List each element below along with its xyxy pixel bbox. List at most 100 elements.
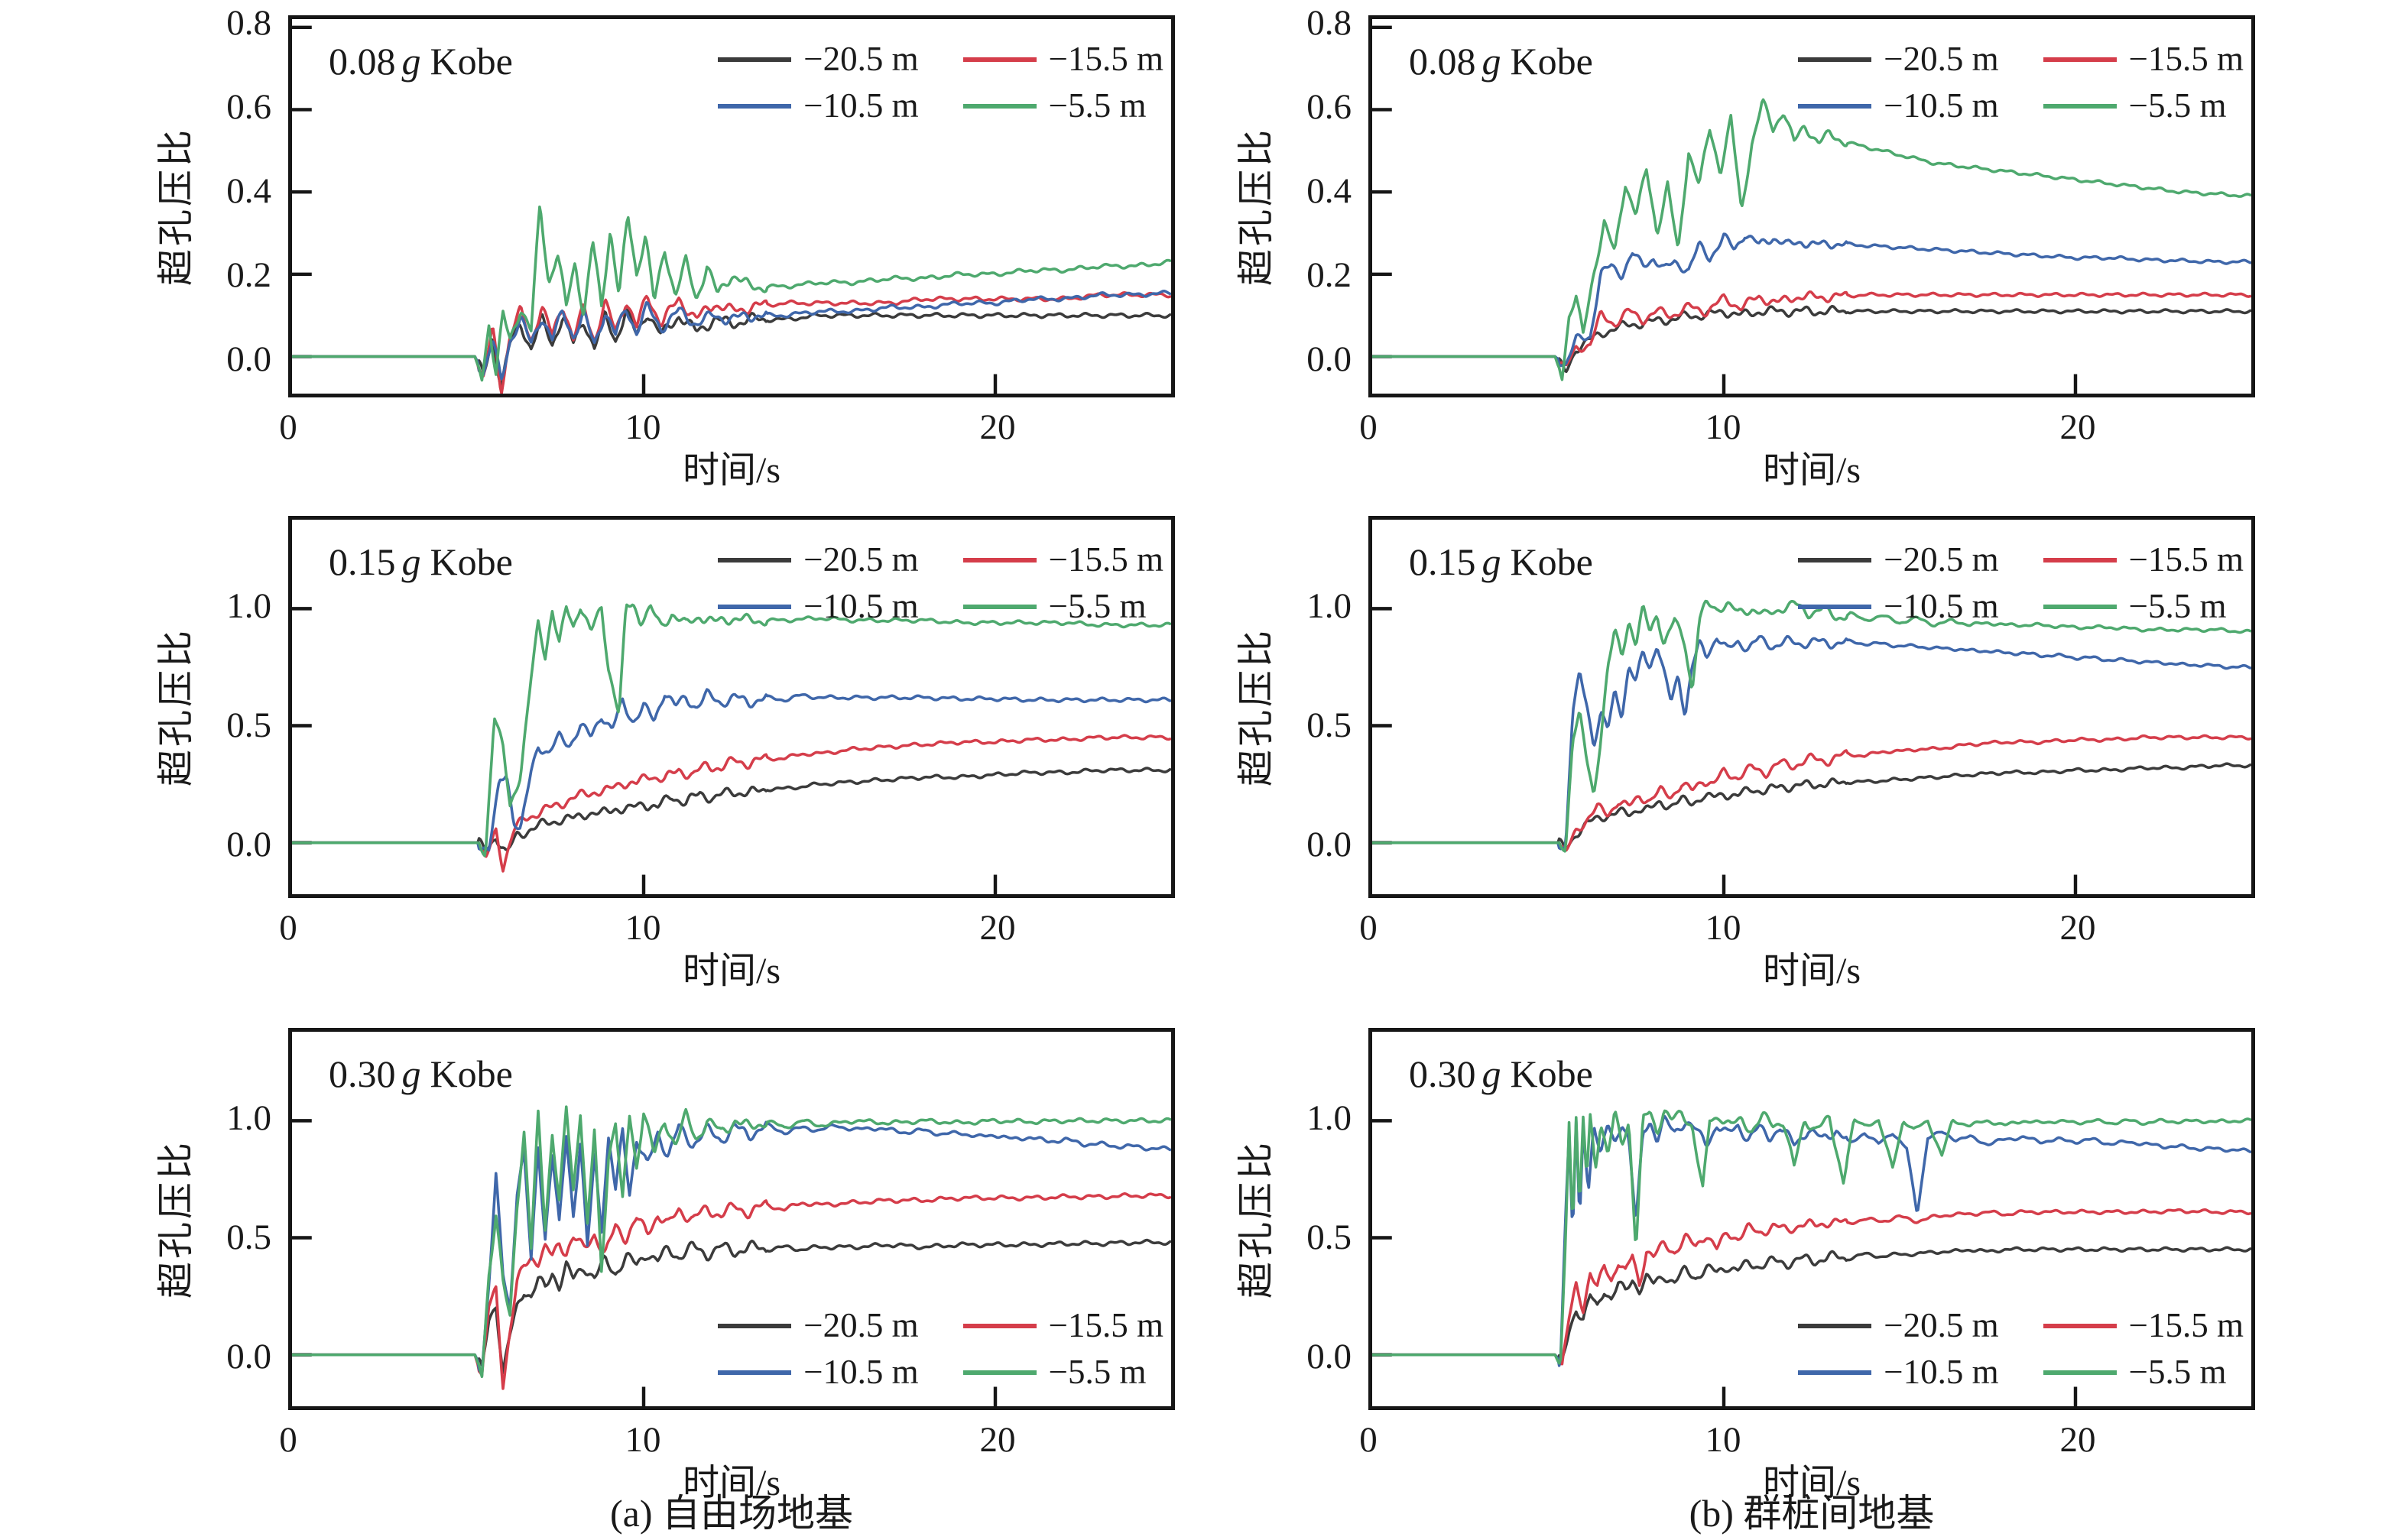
series-curve-−5.5m — [1372, 599, 2251, 853]
title-wave: Kobe — [1510, 40, 1593, 83]
legend-line-icon — [2043, 57, 2117, 62]
legend: −20.5 m −15.5 m −10.5 m −5.5 m — [718, 543, 1163, 624]
chart-curves — [1372, 1109, 2251, 1406]
panel-title: 0.30 g Kobe — [1409, 1052, 1593, 1096]
plot-area: 0.08 g Kobe −20.5 m −15.5 m −10.5 m −5.5 m — [288, 15, 1175, 397]
x-tick-label: 10 — [625, 407, 661, 447]
plot-area: 0.15 g Kobe −20.5 m −15.5 m −10.5 m −5.5 m — [288, 516, 1175, 898]
legend-line-icon — [962, 1323, 1037, 1328]
legend-item: −10.5 m — [718, 89, 919, 123]
legend-line-icon — [1798, 1370, 1872, 1375]
series-curve-−5.5m — [1372, 1109, 2251, 1365]
legend-item: −15.5 m — [2043, 1308, 2244, 1343]
title-accel: 0.15 — [1409, 540, 1476, 583]
y-axis-label: 超孔压比 — [156, 1139, 196, 1299]
y-tick-label: 0.5 — [1306, 705, 1352, 745]
title-accel: 0.15 — [329, 540, 396, 583]
legend-line-icon — [1798, 604, 1872, 609]
legend-line-icon — [2043, 604, 2117, 609]
legend-line-icon — [718, 57, 792, 62]
y-tick-label: 0.5 — [1306, 1217, 1352, 1257]
y-tick-label: 0.0 — [226, 1337, 271, 1377]
legend-item: −5.5 m — [962, 89, 1163, 123]
chart-curves — [1372, 599, 2251, 894]
legend-item: −15.5 m — [962, 1306, 1163, 1344]
legend-item: −15.5 m — [2043, 543, 2244, 577]
series-curve-−5.5m — [1372, 98, 2251, 381]
y-tick-label: 0.5 — [226, 1217, 271, 1257]
series-curve-−5.5m — [292, 205, 1171, 382]
panel-015g-free-field: 超孔压比 0.15 g Kobe −20.5 m −15.5 m −10.5 m −5.5… — [156, 516, 1175, 990]
x-tick-label: 20 — [2059, 407, 2096, 447]
title-g: g — [401, 540, 421, 583]
series-curve-−15.5m — [292, 291, 1171, 394]
title-g: g — [401, 40, 421, 83]
legend-line-icon — [1798, 57, 1872, 62]
title-wave: Kobe — [1510, 540, 1593, 583]
legend-label: −15.5 m — [2128, 40, 2244, 78]
y-tick-label: 0.2 — [226, 255, 271, 295]
legend-label: −15.5 m — [1048, 1306, 1163, 1344]
legend-label: −10.5 m — [1884, 1353, 1999, 1391]
legend-item: −20.5 m — [718, 1306, 919, 1344]
legend-item: −20.5 m — [718, 540, 919, 579]
legend-line-icon — [718, 103, 792, 109]
x-tick-label: 20 — [979, 1420, 1016, 1460]
series-curve-−10.5m — [1372, 232, 2251, 368]
y-axis-label: 超孔压比 — [1236, 627, 1277, 787]
title-accel: 0.30 — [1409, 1052, 1476, 1095]
y-tick-label: 1.0 — [226, 585, 271, 626]
y-tick-label: 0.0 — [226, 825, 271, 865]
legend-label: −10.5 m — [1884, 587, 1999, 625]
legend-item: −5.5 m — [962, 587, 1163, 625]
y-tick-label: 0.0 — [1306, 339, 1352, 379]
panel-title: 0.30 g Kobe — [329, 1052, 513, 1096]
legend-item: −5.5 m — [2043, 89, 2244, 123]
title-wave: Kobe — [1510, 1052, 1593, 1095]
x-tick-label: 0 — [279, 407, 297, 447]
legend-label: −20.5 m — [803, 1306, 919, 1344]
legend-label: −10.5 m — [803, 587, 919, 625]
legend-label: −5.5 m — [1048, 587, 1147, 625]
legend-item: −20.5 m — [718, 42, 919, 76]
panel-008g-free-field: 超孔压比 0.08 g Kobe −20.5 m −15.5 m −10.5 m −5.5… — [156, 5, 1175, 489]
legend-item: −10.5 m — [1798, 86, 1999, 125]
x-tick-label: 10 — [625, 1420, 661, 1460]
legend-item: −10.5 m — [718, 587, 919, 625]
legend-label: −5.5 m — [2128, 587, 2227, 625]
series-curve-−20.5m — [1372, 304, 2251, 374]
title-g: g — [1481, 1052, 1501, 1095]
panel-title: 0.08 g Kobe — [1409, 39, 1593, 83]
x-tick-label: 0 — [279, 908, 297, 948]
legend-item: −20.5 m — [1798, 40, 1999, 78]
title-g: g — [1481, 40, 1501, 83]
y-tick-label: 0.2 — [1306, 255, 1352, 295]
x-axis-label: 时间/s — [682, 951, 781, 991]
x-axis-label: 时间/s — [1762, 450, 1861, 491]
x-tick-label: 0 — [1359, 407, 1378, 447]
legend: −20.5 m −15.5 m −10.5 m −5.5 m — [1798, 543, 2244, 624]
legend-item: −15.5 m — [962, 543, 1163, 577]
legend-item: −5.5 m — [2043, 589, 2244, 624]
legend-label: −20.5 m — [803, 540, 919, 579]
chart-curves — [292, 1105, 1171, 1406]
series-curve-−20.5m — [292, 767, 1171, 853]
series-curve-−20.5m — [292, 308, 1171, 387]
x-axis-label: 时间/s — [682, 1463, 781, 1503]
series-curve-−15.5m — [292, 734, 1171, 873]
x-tick-label: 10 — [625, 908, 661, 948]
legend-line-icon — [2043, 1323, 2117, 1328]
legend-line-icon — [1798, 557, 1872, 563]
title-wave: Kobe — [430, 40, 513, 83]
legend-line-icon — [718, 1370, 792, 1375]
title-wave: Kobe — [430, 1052, 513, 1095]
legend-label: −10.5 m — [1884, 86, 1999, 125]
legend-label: −20.5 m — [1884, 40, 1999, 78]
y-tick-label: 0.4 — [1306, 170, 1352, 211]
legend-label: −15.5 m — [2128, 1306, 2244, 1344]
chart-curves — [1372, 25, 2251, 394]
y-tick-label: 0.0 — [226, 339, 271, 379]
legend-label: −5.5 m — [2128, 1353, 2227, 1391]
y-tick-label: 0.8 — [226, 3, 271, 43]
